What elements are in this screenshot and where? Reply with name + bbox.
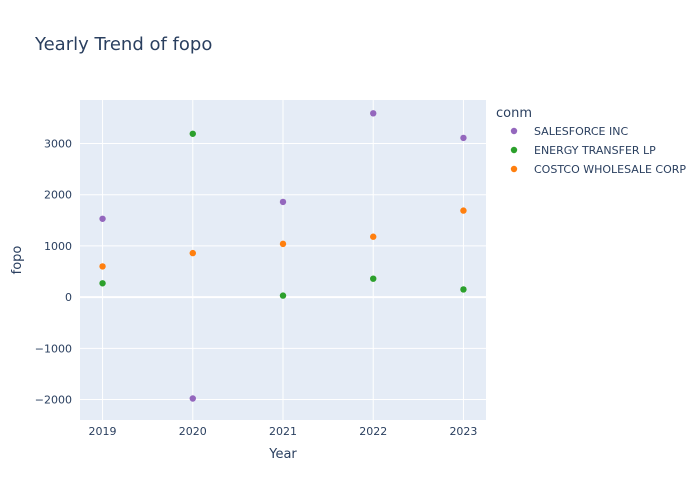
chart-title: Yearly Trend of fopo [34,34,212,55]
legend-marker [510,146,518,154]
legend-marker [510,165,518,173]
data-point [279,198,287,206]
y-tick-label: 1000 [44,240,72,253]
data-point [460,134,467,142]
x-tick-label: 2020 [179,425,207,438]
data-point [189,130,196,137]
data-point [189,249,196,257]
data-point [460,207,467,214]
data-point [370,233,377,240]
data-point [189,395,196,402]
data-point [279,240,287,248]
data-point [99,263,106,270]
x-tick-label: 2021 [269,425,297,438]
data-point [99,280,106,287]
y-tick-label: 2000 [44,189,72,202]
x-axis-ticks: 2019 2020 2021 2022 2023 [89,425,478,438]
legend-entry: SALESFORCE INC [534,125,628,138]
legend-entry: COSTCO WHOLESALE CORP [534,163,686,176]
y-tick-label: −2000 [35,394,72,407]
y-tick-label: 0 [65,291,72,304]
data-points [99,110,467,402]
y-axis-title: fopo [10,246,25,275]
y-tick-label: 3000 [44,138,72,151]
y-axis-ticks: −2000 −1000 0 1000 2000 3000 [35,138,72,407]
data-point [370,275,377,282]
x-tick-label: 2022 [359,425,387,438]
legend-entry: ENERGY TRANSFER LP [534,144,656,157]
data-point [279,292,287,299]
data-point [370,110,377,117]
x-tick-label: 2019 [89,425,117,438]
legend-marker [510,127,518,135]
y-tick-label: −1000 [35,342,72,355]
data-point [460,286,467,293]
legend-title: conm [496,106,532,121]
legend: conm SALESFORCE INC ENERGY TRANSFER LP COS… [496,106,686,176]
gridlines [80,100,486,420]
x-axis-title: Year [268,447,297,462]
x-tick-label: 2023 [449,425,477,438]
data-point [99,215,106,222]
